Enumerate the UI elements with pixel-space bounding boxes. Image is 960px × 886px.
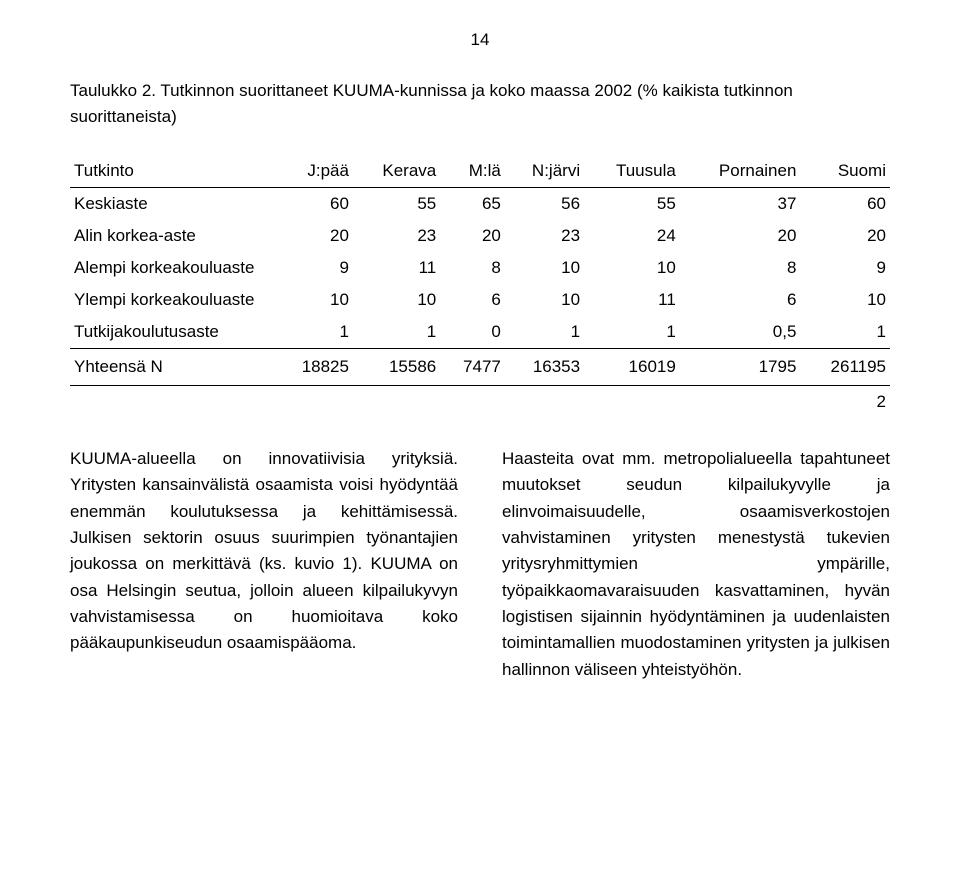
cell: 10: [505, 252, 584, 284]
cell: 10: [275, 284, 353, 316]
cell: 11: [353, 252, 440, 284]
col-header: Kerava: [353, 155, 440, 188]
table-row: Tutkijakoulutusaste 1 1 0 1 1 0,5 1: [70, 316, 890, 349]
body-right-column: Haasteita ovat mm. metropolialueella tap…: [502, 446, 890, 683]
cell: 10: [800, 284, 890, 316]
cell: 18825: [275, 349, 353, 386]
cell: 20: [440, 220, 505, 252]
cell: 1: [505, 316, 584, 349]
page-number: 14: [70, 30, 890, 50]
row-label: Alin korkea-aste: [70, 220, 275, 252]
cell: 24: [584, 220, 680, 252]
col-header: Pornainen: [680, 155, 801, 188]
cell: 1: [800, 316, 890, 349]
cell: 10: [353, 284, 440, 316]
table-totals-row: Yhteensä N 18825 15586 7477 16353 16019 …: [70, 349, 890, 386]
col-header: M:lä: [440, 155, 505, 188]
row-label: Yhteensä N: [70, 349, 275, 386]
cell: 37: [680, 188, 801, 221]
cell: 56: [505, 188, 584, 221]
col-header: Tutkinto: [70, 155, 275, 188]
cell: 60: [800, 188, 890, 221]
col-header: Suomi: [800, 155, 890, 188]
cell: 11: [584, 284, 680, 316]
table-footnote: 2: [70, 392, 890, 412]
table-row: Keskiaste 60 55 65 56 55 37 60: [70, 188, 890, 221]
table-row: Alin korkea-aste 20 23 20 23 24 20 20: [70, 220, 890, 252]
cell: 55: [353, 188, 440, 221]
cell: 6: [680, 284, 801, 316]
cell: 1795: [680, 349, 801, 386]
row-label: Alempi korkeakouluaste: [70, 252, 275, 284]
cell: 1: [275, 316, 353, 349]
cell: 10: [584, 252, 680, 284]
col-header: J:pää: [275, 155, 353, 188]
cell: 20: [275, 220, 353, 252]
body-columns: KUUMA-alueella on innovatiivisia yrityks…: [70, 446, 890, 683]
row-label: Tutkijakoulutusaste: [70, 316, 275, 349]
cell: 10: [505, 284, 584, 316]
cell: 9: [800, 252, 890, 284]
body-left-column: KUUMA-alueella on innovatiivisia yrityks…: [70, 446, 458, 683]
col-header: N:järvi: [505, 155, 584, 188]
cell: 1: [353, 316, 440, 349]
cell: 23: [505, 220, 584, 252]
cell: 0,5: [680, 316, 801, 349]
table-caption: Taulukko 2. Tutkinnon suorittaneet KUUMA…: [70, 78, 890, 129]
data-table: Tutkinto J:pää Kerava M:lä N:järvi Tuusu…: [70, 155, 890, 386]
cell: 0: [440, 316, 505, 349]
row-label: Keskiaste: [70, 188, 275, 221]
cell: 9: [275, 252, 353, 284]
cell: 65: [440, 188, 505, 221]
cell: 6: [440, 284, 505, 316]
cell: 16019: [584, 349, 680, 386]
cell: 8: [440, 252, 505, 284]
cell: 60: [275, 188, 353, 221]
cell: 8: [680, 252, 801, 284]
cell: 23: [353, 220, 440, 252]
table-row: Alempi korkeakouluaste 9 11 8 10 10 8 9: [70, 252, 890, 284]
cell: 1: [584, 316, 680, 349]
col-header: Tuusula: [584, 155, 680, 188]
cell: 20: [800, 220, 890, 252]
cell: 16353: [505, 349, 584, 386]
cell: 7477: [440, 349, 505, 386]
cell: 55: [584, 188, 680, 221]
cell: 20: [680, 220, 801, 252]
cell: 15586: [353, 349, 440, 386]
table-row: Ylempi korkeakouluaste 10 10 6 10 11 6 1…: [70, 284, 890, 316]
row-label: Ylempi korkeakouluaste: [70, 284, 275, 316]
cell: 261195: [800, 349, 890, 386]
